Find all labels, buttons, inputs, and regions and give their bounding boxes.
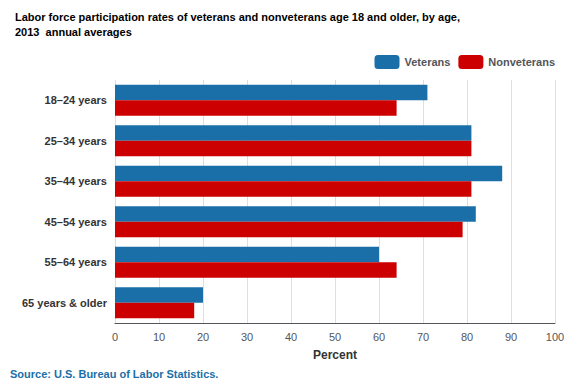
svg-text:70: 70 [417,331,429,343]
svg-text:55–64 years: 55–64 years [45,256,107,268]
svg-text:40: 40 [285,331,297,343]
svg-text:25–34 years: 25–34 years [45,135,107,147]
svg-text:Percent: Percent [313,348,357,362]
svg-text:35–44 years: 35–44 years [45,175,107,187]
svg-text:20: 20 [197,331,209,343]
svg-text:2013 annual averages: 2013 annual averages [15,26,132,38]
svg-text:80: 80 [461,331,473,343]
svg-text:0: 0 [112,331,118,343]
svg-text:10: 10 [153,331,165,343]
svg-text:50: 50 [329,331,341,343]
svg-text:18–24 years: 18–24 years [45,94,107,106]
svg-text:Labor force participation rate: Labor force participation rates of veter… [15,11,460,23]
svg-text:100: 100 [546,331,564,343]
svg-text:Source: U.S. Bureau of Labor S: Source: U.S. Bureau of Labor Statistics. [10,368,218,380]
svg-text:90: 90 [505,331,517,343]
svg-text:60: 60 [373,331,385,343]
svg-text:30: 30 [241,331,253,343]
svg-text:Veterans: Veterans [405,56,451,68]
svg-text:Nonveterans: Nonveterans [488,56,555,68]
svg-text:45–54 years: 45–54 years [45,216,107,228]
svg-text:65 years & older: 65 years & older [22,297,108,309]
